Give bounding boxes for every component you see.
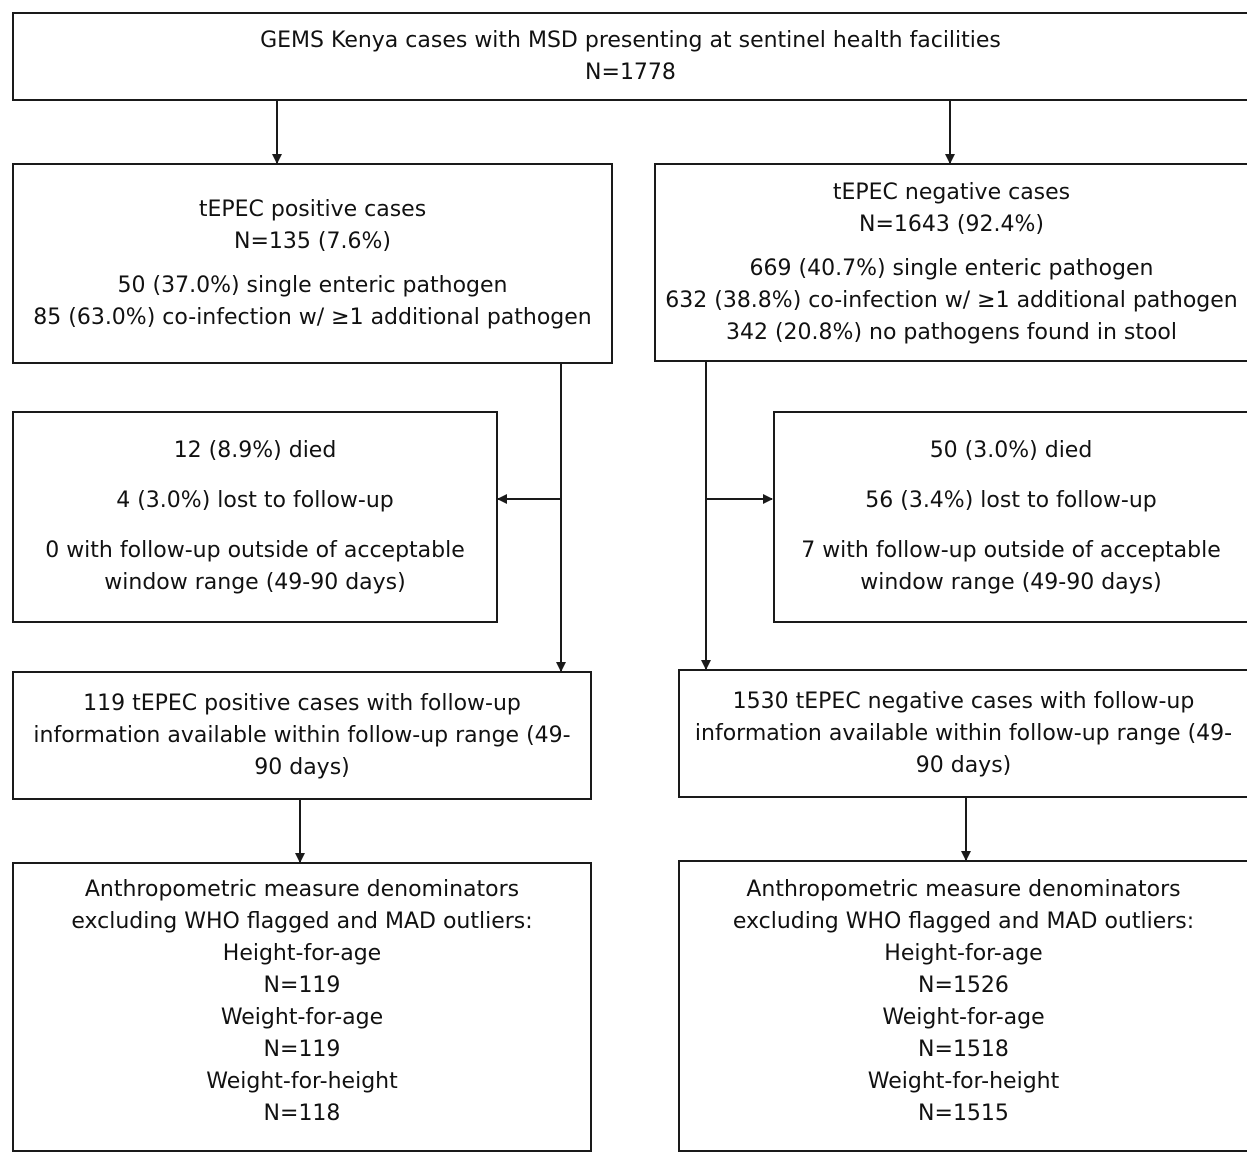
positive-died: 12 (8.9%) died bbox=[173, 438, 337, 463]
positive-wfh-n: N=118 bbox=[263, 1101, 341, 1126]
top-box: GEMS Kenya cases with MSD presenting at … bbox=[12, 12, 1247, 101]
negative-lost: 56 (3.4%) lost to follow-up bbox=[865, 488, 1157, 513]
negative-wfa-label: Weight-for-age bbox=[882, 1005, 1045, 1030]
tepec-positive-title: tEPEC positive cases bbox=[198, 196, 427, 222]
negative-followup-line1: 1530 tEPEC negative cases with follow-up bbox=[732, 688, 1195, 714]
negative-wfh-label: Weight-for-height bbox=[867, 1069, 1060, 1094]
negative-outside-2: window range (49-90 days) bbox=[860, 570, 1162, 595]
tepec-positive-coinfection: 85 (63.0%) co-infection w/ ≥1 additional… bbox=[33, 304, 592, 330]
positive-wfa-label: Weight-for-age bbox=[220, 1005, 384, 1030]
positive-hfa-n: N=119 bbox=[263, 973, 341, 998]
tepec-positive-n: N=135 (7.6%) bbox=[234, 228, 391, 254]
top-box-n: N=1778 bbox=[585, 59, 676, 85]
tepec-negative-title: tEPEC negative cases bbox=[832, 179, 1071, 205]
positive-followup-line3: 90 days) bbox=[254, 754, 350, 780]
tepec-positive-box: tEPEC positive cases N=135 (7.6%) 50 (37… bbox=[12, 163, 613, 364]
tepec-negative-n: N=1643 (92.4%) bbox=[859, 211, 1044, 237]
tepec-negative-none: 342 (20.8%) no pathogens found in stool bbox=[725, 319, 1178, 345]
negative-excluded-box: 50 (3.0%) died 56 (3.4%) lost to follow-… bbox=[773, 411, 1247, 623]
positive-anthro-box: Anthropometric measure denominators excl… bbox=[12, 862, 592, 1152]
top-box-title: GEMS Kenya cases with MSD presenting at … bbox=[260, 27, 1001, 53]
positive-wfh-label: Weight-for-height bbox=[206, 1069, 398, 1094]
negative-hfa-n: N=1526 bbox=[918, 973, 1009, 998]
negative-anthro-header1: Anthropometric measure denominators bbox=[746, 877, 1181, 902]
negative-died: 50 (3.0%) died bbox=[929, 438, 1093, 463]
positive-excluded-box: 12 (8.9%) died 4 (3.0%) lost to follow-u… bbox=[12, 411, 498, 623]
negative-followup-line3: 90 days) bbox=[915, 752, 1012, 778]
positive-hfa-label: Height-for-age bbox=[222, 941, 382, 966]
negative-hfa-label: Height-for-age bbox=[884, 941, 1043, 966]
negative-wfa-n: N=1518 bbox=[918, 1037, 1009, 1062]
negative-followup-box: 1530 tEPEC negative cases with follow-up… bbox=[678, 669, 1247, 798]
tepec-positive-single: 50 (37.0%) single enteric pathogen bbox=[117, 272, 508, 298]
negative-anthro-header2: excluding WHO flagged and MAD outliers: bbox=[732, 909, 1195, 934]
tepec-negative-box: tEPEC negative cases N=1643 (92.4%) 669 … bbox=[654, 163, 1247, 362]
tepec-negative-single: 669 (40.7%) single enteric pathogen bbox=[749, 255, 1154, 281]
positive-anthro-header1: Anthropometric measure denominators bbox=[84, 877, 520, 902]
positive-anthro-header2: excluding WHO flagged and MAD outliers: bbox=[71, 909, 533, 934]
negative-anthro-box: Anthropometric measure denominators excl… bbox=[678, 860, 1247, 1152]
negative-wfh-n: N=1515 bbox=[918, 1101, 1009, 1126]
negative-outside-1: 7 with follow-up outside of acceptable bbox=[801, 538, 1221, 563]
tepec-negative-coinfection: 632 (38.8%) co-infection w/ ≥1 additiona… bbox=[665, 287, 1238, 313]
positive-followup-line2: information available within follow-up r… bbox=[33, 722, 571, 748]
positive-lost: 4 (3.0%) lost to follow-up bbox=[116, 488, 394, 513]
negative-followup-line2: information available within follow-up r… bbox=[694, 720, 1233, 746]
positive-followup-box: 119 tEPEC positive cases with follow-up … bbox=[12, 671, 592, 800]
positive-followup-line1: 119 tEPEC positive cases with follow-up bbox=[83, 690, 521, 716]
positive-outside-2: window range (49-90 days) bbox=[104, 570, 406, 595]
positive-wfa-n: N=119 bbox=[263, 1037, 341, 1062]
positive-outside-1: 0 with follow-up outside of acceptable bbox=[45, 538, 465, 563]
